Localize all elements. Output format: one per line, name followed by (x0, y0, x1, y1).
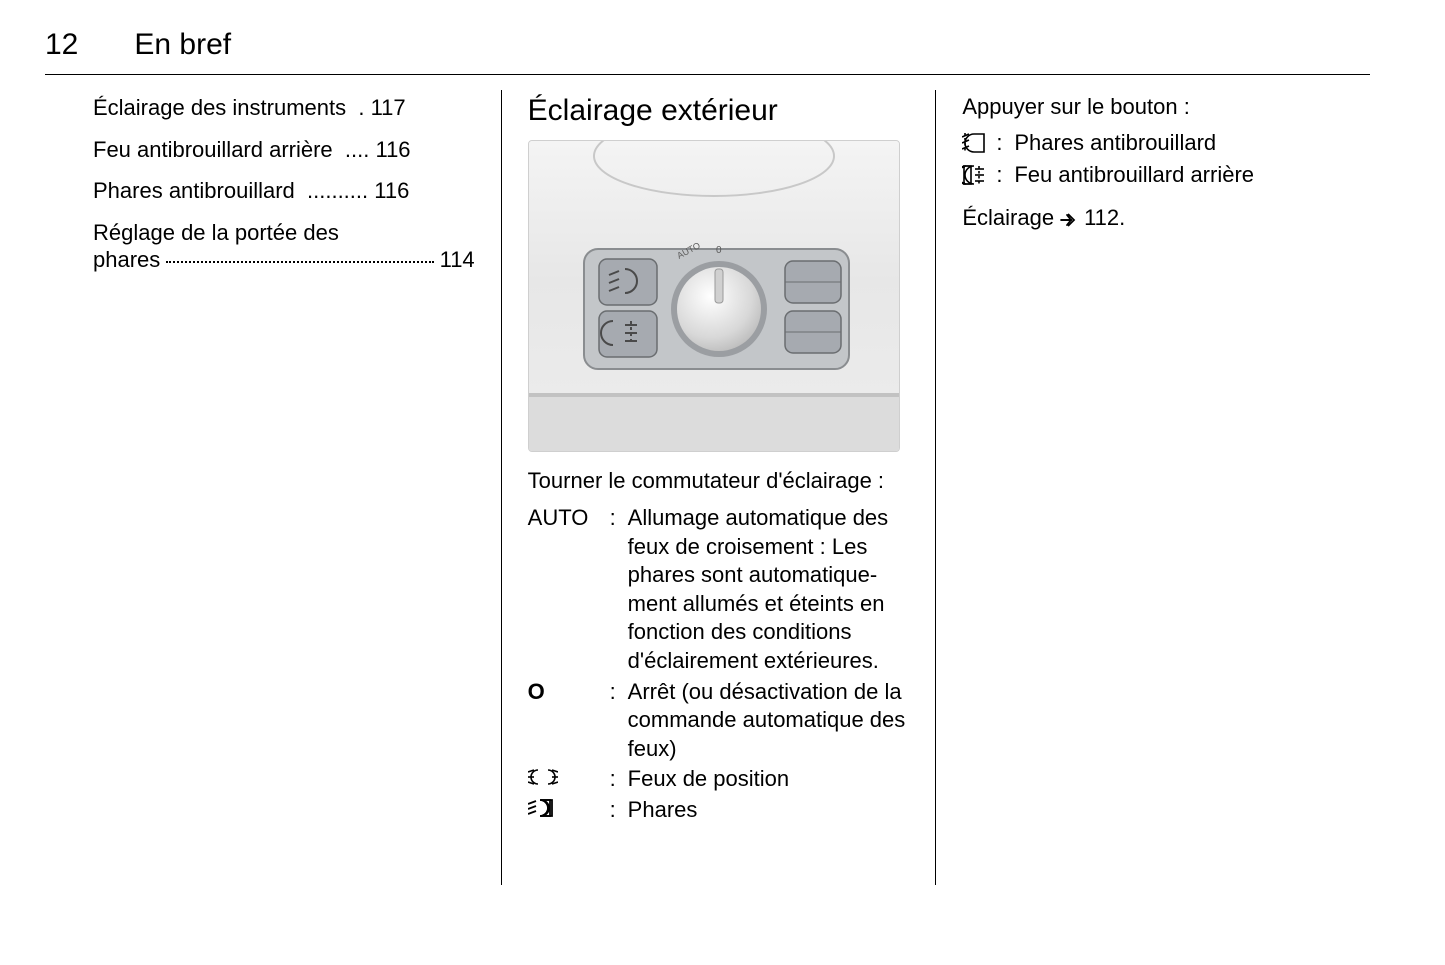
toc-page: 116 (374, 177, 409, 205)
content-columns: Éclairage des instruments . 117 Feu anti… (45, 90, 1370, 885)
definition-row: : Feux de position (528, 765, 910, 794)
definition-colon: : (610, 796, 628, 825)
light-switch-illustration: AUTO 0 (529, 141, 899, 451)
symbol-desc: Feu antibrouillard arrière (1014, 160, 1344, 190)
toc-label: Feu antibrouillard arrière (93, 136, 333, 164)
toc-dots: .... (333, 136, 376, 164)
column-exterior-lighting: Éclairage extérieur (502, 90, 937, 885)
definition-colon: : (610, 678, 628, 764)
definition-term-auto: AUTO (528, 504, 610, 676)
definition-list: AUTO : Allumage automatique des feux de … (528, 504, 910, 825)
definition-row: AUTO : Allumage automatique des feux de … (528, 504, 910, 676)
page-header: 12 En bref (45, 28, 1370, 75)
definition-row: : Phares (528, 796, 910, 825)
cross-reference: Éclairage 112. (962, 205, 1344, 231)
fog-front-icon (962, 128, 996, 158)
definition-desc: Allumage automatique des feux de croisem… (628, 504, 910, 676)
definition-colon: : (610, 765, 628, 794)
toc-page: 114 (440, 246, 475, 274)
symbol-row: : Phares antibrouillard (962, 128, 1344, 158)
press-button-label: Appuyer sur le bouton : (962, 94, 1344, 120)
symbol-colon: : (996, 160, 1014, 190)
column-buttons: Appuyer sur le bouton : (936, 90, 1370, 885)
fog-rear-icon (962, 160, 996, 190)
column-toc: Éclairage des instruments . 117 Feu anti… (45, 90, 502, 885)
definition-colon: : (610, 504, 628, 676)
section-heading: Éclairage extérieur (528, 94, 910, 128)
goto-arrow-icon (1060, 205, 1078, 231)
toc-entry: Phares antibrouillard .......... 116 (93, 177, 475, 205)
toc-dots (166, 261, 433, 263)
toc-label: Éclairage des instruments (93, 94, 346, 122)
chapter-title: En bref (134, 28, 231, 62)
toc-label: Phares antibrouillard (93, 177, 295, 205)
toc-entry: Éclairage des instruments . 117 (93, 94, 475, 122)
toc-label-line1: Réglage de la portée des (93, 219, 475, 247)
toc-page: 117 (371, 94, 406, 122)
figure-caption: Tourner le commutateur d'éclairage : (528, 468, 910, 494)
toc-entry: Réglage de la portée des phares 114 (93, 219, 475, 274)
definition-term-off: O (528, 678, 610, 764)
definition-desc: Phares (628, 796, 910, 825)
manual-page: 12 En bref Éclairage des instruments . 1… (0, 0, 1445, 965)
svg-text:0: 0 (716, 245, 722, 256)
toc-dots: .......... (295, 177, 374, 205)
low-beam-icon (528, 796, 610, 825)
position-lights-icon (528, 765, 610, 794)
toc-entry: Feu antibrouillard arrière .... 116 (93, 136, 475, 164)
page-number: 12 (45, 28, 78, 62)
toc-page: 116 (375, 136, 410, 164)
definition-row: O : Arrêt (ou désactivation de la comman… (528, 678, 910, 764)
symbol-colon: : (996, 128, 1014, 158)
cross-ref-label: Éclairage (962, 205, 1054, 231)
toc-dots: . (346, 94, 370, 122)
toc-label-line2: phares (93, 246, 160, 274)
symbol-desc: Phares antibrouillard (1014, 128, 1344, 158)
definition-desc: Arrêt (ou désactivation de la commande a… (628, 678, 910, 764)
figure-light-switch: AUTO 0 (528, 140, 900, 452)
symbol-list: : Phares antibrouillard (962, 128, 1344, 189)
symbol-row: : Feu antibrouillard arrière (962, 160, 1344, 190)
definition-desc: Feux de position (628, 765, 910, 794)
cross-ref-page: 112. (1084, 205, 1125, 231)
